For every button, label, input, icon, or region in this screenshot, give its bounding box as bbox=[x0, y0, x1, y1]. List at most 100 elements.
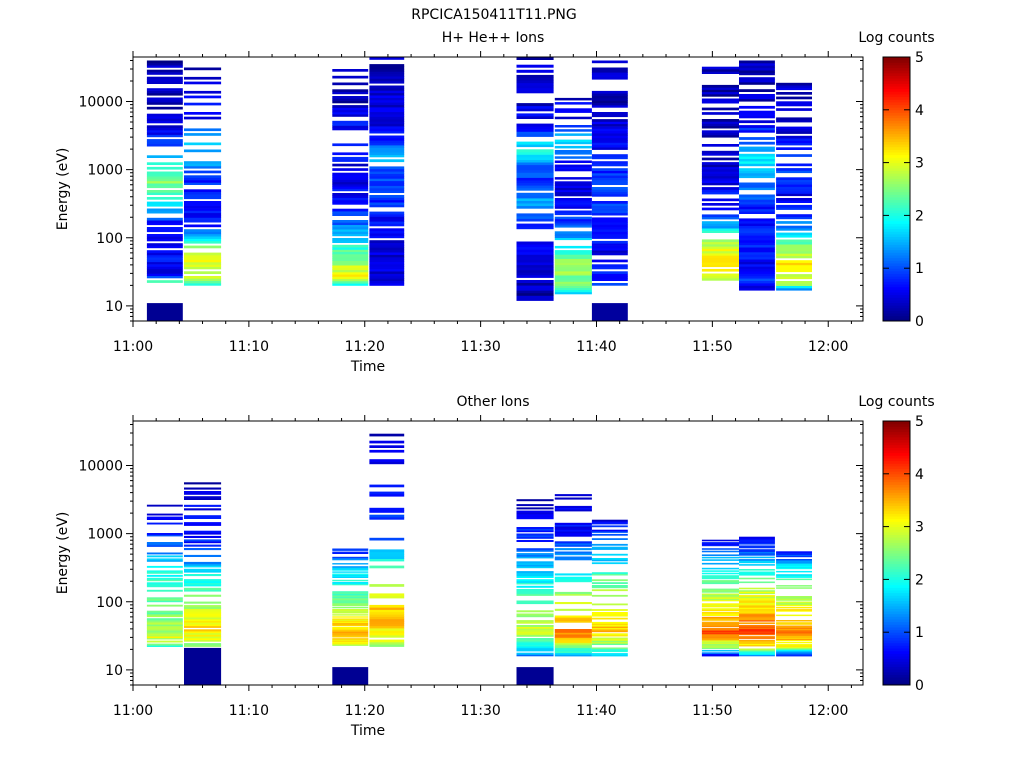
energy-bin bbox=[146, 201, 183, 205]
energy-bin bbox=[776, 555, 812, 558]
energy-bin bbox=[739, 206, 775, 210]
energy-bin bbox=[146, 69, 183, 73]
energy-bin bbox=[739, 287, 775, 291]
colorbar-segment bbox=[883, 632, 910, 636]
energy-bin bbox=[369, 641, 405, 645]
energy-bin bbox=[701, 121, 739, 124]
energy-bin bbox=[739, 571, 775, 574]
energy-bin bbox=[516, 87, 554, 91]
energy-bin bbox=[554, 637, 592, 640]
energy-bin bbox=[516, 513, 554, 516]
energy-bin bbox=[516, 589, 554, 591]
colorbar-segment bbox=[883, 247, 910, 251]
energy-bin bbox=[739, 628, 775, 631]
energy-bin bbox=[184, 631, 222, 634]
colorbar-tick-label: 0 bbox=[915, 678, 924, 694]
energy-bin bbox=[554, 632, 592, 635]
energy-bin bbox=[369, 614, 405, 617]
energy-bin bbox=[776, 135, 812, 139]
energy-bin bbox=[591, 582, 628, 584]
energy-bin bbox=[591, 589, 628, 592]
x-tick-label: 12:00 bbox=[808, 339, 848, 355]
colorbar-segment bbox=[883, 547, 910, 551]
energy-bin bbox=[146, 558, 183, 561]
energy-bin bbox=[591, 72, 628, 75]
energy-bin bbox=[369, 621, 405, 624]
colorbar-segment bbox=[883, 125, 910, 129]
energy-bin bbox=[184, 620, 222, 623]
colorbar-tick-label: 4 bbox=[915, 103, 924, 119]
energy-bin bbox=[516, 625, 554, 627]
energy-bin bbox=[184, 637, 222, 640]
energy-bin bbox=[739, 89, 775, 92]
energy-bin bbox=[554, 531, 592, 534]
colorbar-tick-label: 1 bbox=[915, 625, 924, 641]
energy-bin bbox=[369, 190, 405, 193]
colorbar-segment bbox=[883, 149, 910, 153]
energy-bin bbox=[332, 549, 369, 551]
colorbar-segment bbox=[883, 181, 910, 185]
energy-bin bbox=[701, 66, 739, 70]
energy-bin bbox=[146, 612, 183, 615]
energy-bin bbox=[591, 114, 628, 118]
energy-bin bbox=[184, 229, 222, 232]
energy-bin bbox=[516, 167, 554, 171]
colorbar-segment bbox=[883, 228, 910, 232]
energy-bin bbox=[776, 131, 812, 134]
energy-bin bbox=[701, 598, 739, 600]
energy-bin bbox=[146, 190, 183, 193]
colorbar-segment bbox=[883, 284, 910, 288]
energy-bin bbox=[591, 266, 628, 270]
energy-bin bbox=[554, 558, 592, 561]
energy-bin bbox=[739, 172, 775, 176]
energy-bin bbox=[701, 649, 739, 652]
energy-bin bbox=[516, 169, 554, 173]
colorbar-segment bbox=[883, 159, 910, 164]
energy-bin bbox=[776, 647, 812, 649]
energy-bin bbox=[516, 164, 554, 168]
energy-bin bbox=[369, 64, 405, 67]
energy-bin bbox=[332, 105, 369, 108]
energy-bin bbox=[369, 140, 405, 144]
energy-bin bbox=[776, 652, 812, 655]
energy-bin bbox=[369, 221, 405, 224]
energy-bin bbox=[332, 598, 369, 600]
colorbar-segment bbox=[883, 648, 910, 652]
energy-bin bbox=[332, 211, 369, 214]
spectrogram-column bbox=[516, 57, 554, 301]
energy-bin bbox=[516, 638, 554, 640]
energy-bin bbox=[146, 139, 183, 142]
colorbar-segment bbox=[883, 428, 910, 433]
energy-bin bbox=[591, 638, 628, 641]
x-tick-label: 11:50 bbox=[692, 703, 732, 719]
colorbar-segment bbox=[883, 257, 910, 261]
energy-bin bbox=[516, 157, 554, 160]
energy-bin bbox=[554, 254, 592, 257]
energy-bin bbox=[739, 592, 775, 595]
energy-bin bbox=[701, 230, 739, 233]
colorbar-segment bbox=[883, 553, 910, 557]
energy-bin bbox=[739, 70, 775, 73]
colorbar-segment bbox=[883, 318, 910, 322]
energy-bin bbox=[591, 67, 628, 71]
energy-bin bbox=[516, 246, 554, 250]
energy-bin bbox=[184, 580, 222, 583]
energy-bin bbox=[184, 245, 222, 249]
colorbar-tick-label: 1 bbox=[915, 261, 924, 277]
energy-bin bbox=[701, 228, 739, 231]
colorbar-segment bbox=[883, 64, 910, 69]
energy-bin bbox=[739, 182, 775, 186]
colorbar-segment bbox=[883, 204, 910, 208]
energy-bin bbox=[591, 531, 628, 533]
colorbar-segment bbox=[883, 637, 910, 641]
energy-bin bbox=[369, 278, 405, 281]
energy-bin bbox=[554, 271, 592, 274]
energy-bin bbox=[554, 529, 592, 532]
energy-bin bbox=[739, 261, 775, 265]
energy-bin bbox=[332, 188, 369, 192]
energy-bin bbox=[554, 220, 592, 224]
energy-bin bbox=[591, 119, 628, 122]
energy-bin bbox=[776, 633, 812, 635]
energy-bin bbox=[369, 551, 405, 555]
energy-bin bbox=[332, 244, 369, 248]
